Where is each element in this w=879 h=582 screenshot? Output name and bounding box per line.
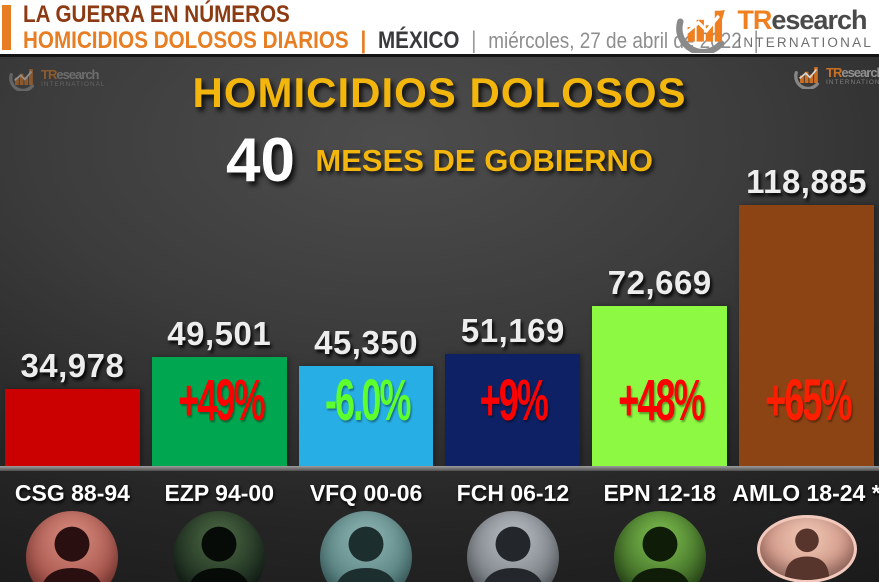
tresearch-chart-icon (794, 67, 820, 89)
president-label: EZP 94-00 (164, 480, 274, 506)
chart-title: HOMICIDIOS DOLOSOS (192, 69, 687, 116)
bar-percent-label: +9% (479, 368, 548, 433)
header-title: HOMICIDIOS DOLOSOS DIARIOS (23, 27, 349, 54)
legend-item-vfq: VFQ 00-06 (299, 471, 434, 582)
president-photo-ezp (173, 511, 266, 582)
president-photo-fch (466, 511, 559, 582)
months-number: 40 (225, 126, 295, 195)
president-photo-csg (26, 511, 119, 582)
bar-ezp: +49% (151, 357, 287, 466)
person-silhouette-icon (484, 526, 542, 582)
logo-tr: TR (826, 64, 842, 80)
president-label: AMLO 18-24 * (732, 480, 879, 506)
president-photo-amlo (756, 515, 857, 582)
bar-percent-label: +65% (765, 368, 852, 433)
presidents-legend: CSG 88-94 EZP 94-00 VFQ 00-06 (0, 471, 879, 582)
chart-stage: TResearch INTERNATIONAL TResearch INTERN… (0, 57, 879, 582)
bar-column-fch: 51,169 +9% (445, 312, 581, 466)
bar-vfq: -6.0% (298, 366, 434, 466)
header-kicker: LA GUERRA EN NÚMEROS (23, 1, 290, 28)
president-photo-vfq (320, 511, 413, 582)
legend-item-amlo: AMLO 18-24 * (732, 471, 879, 582)
bar-percent-label: -6.0% (324, 368, 411, 433)
logo-tr: TR (41, 66, 57, 82)
president-label: FCH 06-12 (456, 480, 570, 506)
tresearch-watermark-right: TResearch INTERNATIONAL (793, 63, 879, 89)
tresearch-watermark-left: TResearch INTERNATIONAL (8, 65, 106, 91)
logo-rest: esearch (56, 66, 99, 82)
bar-percent-label: +49% (178, 368, 265, 433)
chart-subtitle: 40 MESES DE GOBIERNO (0, 125, 879, 196)
logo-subtitle: INTERNATIONAL (737, 34, 873, 50)
logo-tr: TR (737, 4, 772, 35)
logo-subtitle: INTERNATIONAL (41, 80, 106, 88)
bar-csg (5, 389, 140, 466)
header-separator: | (360, 27, 367, 54)
header-accent-bar (2, 5, 11, 50)
bar-value-label: 45,350 (314, 324, 419, 361)
bar-chart: 34,978 49,501 +49% 45,350 -6.0% 51,169 +… (0, 57, 879, 466)
bar-epn: +48% (592, 306, 728, 466)
bar-column-epn: 72,669 +48% (592, 264, 728, 466)
header: LA GUERRA EN NÚMEROS HOMICIDIOS DOLOSOS … (0, 0, 879, 57)
logo-subtitle: INTERNATIONAL (826, 78, 879, 86)
person-silhouette-icon (190, 526, 248, 582)
bar-amlo: +65% (739, 205, 874, 466)
logo-rest: esearch (771, 4, 867, 35)
bar-percent-label: +48% (618, 368, 706, 433)
bar-value-label: 49,501 (167, 315, 272, 352)
logo-wordmark: TResearch INTERNATIONAL (737, 4, 873, 50)
person-silhouette-icon (337, 526, 395, 582)
header-separator: | (753, 27, 759, 54)
bar-column-vfq: 45,350 -6.0% (298, 324, 434, 466)
person-silhouette-icon (43, 526, 101, 582)
president-label: EPN 12-18 (603, 480, 716, 506)
tresearch-logo: TResearch INTERNATIONAL (674, 3, 873, 53)
months-text: MESES DE GOBIERNO (315, 142, 654, 178)
president-label: VFQ 00-06 (309, 480, 423, 506)
header-country: MÉXICO (377, 27, 460, 54)
bar-column-csg: 34,978 (5, 347, 140, 466)
legend-item-fch: FCH 06-12 (445, 471, 580, 582)
bar-value-label: 72,669 (607, 264, 712, 301)
person-silhouette-icon (784, 528, 829, 580)
bar-column-ezp: 49,501 +49% (151, 315, 287, 466)
tresearch-chart-icon (676, 9, 726, 53)
header-subtitle-line: HOMICIDIOS DOLOSOS DIARIOS | MÉXICO | mi… (23, 28, 765, 54)
header-separator: | (471, 27, 477, 54)
legend-item-ezp: EZP 94-00 (152, 471, 287, 582)
bar-column-amlo: 118,885 +65% (739, 163, 874, 466)
president-label: CSG 88-94 (14, 480, 130, 506)
logo-rest: esearch (841, 64, 879, 80)
chart-baseline (0, 466, 879, 471)
tresearch-chart-icon (9, 69, 35, 91)
person-silhouette-icon (631, 526, 689, 582)
president-photo-epn (613, 511, 706, 582)
legend-item-csg: CSG 88-94 (5, 471, 140, 582)
bar-value-label: 118,885 (746, 163, 868, 200)
bar-fch: +9% (445, 354, 581, 466)
bar-value-label: 34,978 (20, 347, 125, 384)
bar-value-label: 51,169 (460, 312, 565, 349)
legend-item-epn: EPN 12-18 (592, 471, 727, 582)
